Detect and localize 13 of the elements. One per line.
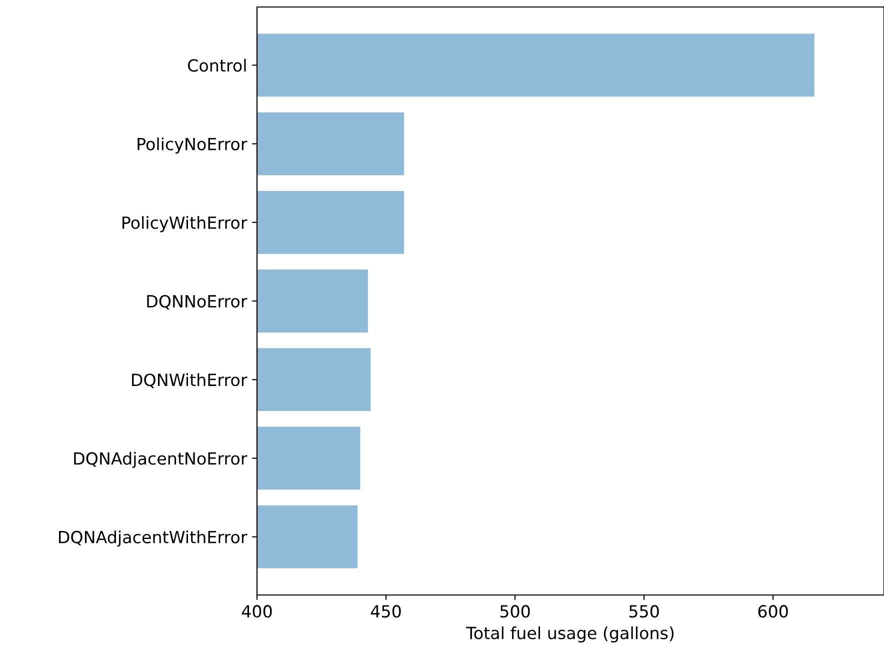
x-axis-title: Total fuel usage (gallons) xyxy=(466,626,674,643)
x-tick-label: 450 xyxy=(370,605,401,618)
x-tick-label: 600 xyxy=(758,605,788,618)
y-tick-label: DQNAdjacentWithError xyxy=(58,530,248,547)
x-tick-label: 500 xyxy=(500,605,530,618)
y-tick-label: Control xyxy=(188,58,246,72)
y-tick-label: PolicyNoError xyxy=(138,137,248,154)
y-tick-label: PolicyWithError xyxy=(122,216,248,232)
y-tick-label: DQNNoError xyxy=(147,294,248,310)
y-tick-label: DQNAdjacentNoError xyxy=(74,452,248,468)
x-tick-label: 550 xyxy=(629,605,659,618)
x-tick-label: 400 xyxy=(242,605,272,618)
y-tick-label: DQNWithError xyxy=(132,373,248,388)
